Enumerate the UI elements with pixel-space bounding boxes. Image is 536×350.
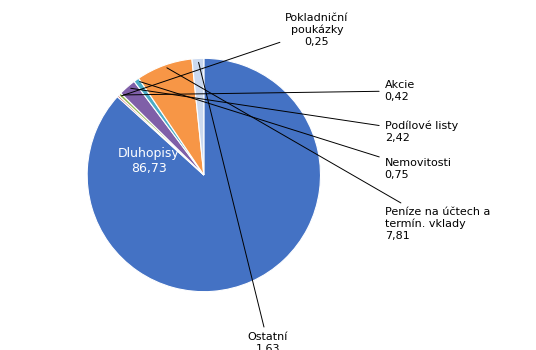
Text: Dluhopisy
86,73: Dluhopisy 86,73 [118, 147, 180, 175]
Wedge shape [118, 93, 204, 175]
Wedge shape [87, 58, 321, 292]
Text: Peníze na účtech a
termín. vklady
7,81: Peníze na účtech a termín. vklady 7,81 [167, 68, 490, 241]
Text: Nemovitosti
0,75: Nemovitosti 0,75 [140, 82, 452, 180]
Text: Ostatní
1,63: Ostatní 1,63 [199, 62, 288, 350]
Wedge shape [121, 82, 204, 175]
Text: Pokladniční
poukázky
0,25: Pokladniční poukázky 0,25 [122, 13, 349, 96]
Wedge shape [134, 78, 204, 175]
Wedge shape [139, 59, 204, 175]
Wedge shape [117, 95, 204, 175]
Wedge shape [192, 58, 204, 175]
Text: Podílové listy
2,42: Podílové listy 2,42 [131, 88, 458, 143]
Text: Akcie
0,42: Akcie 0,42 [123, 80, 415, 102]
